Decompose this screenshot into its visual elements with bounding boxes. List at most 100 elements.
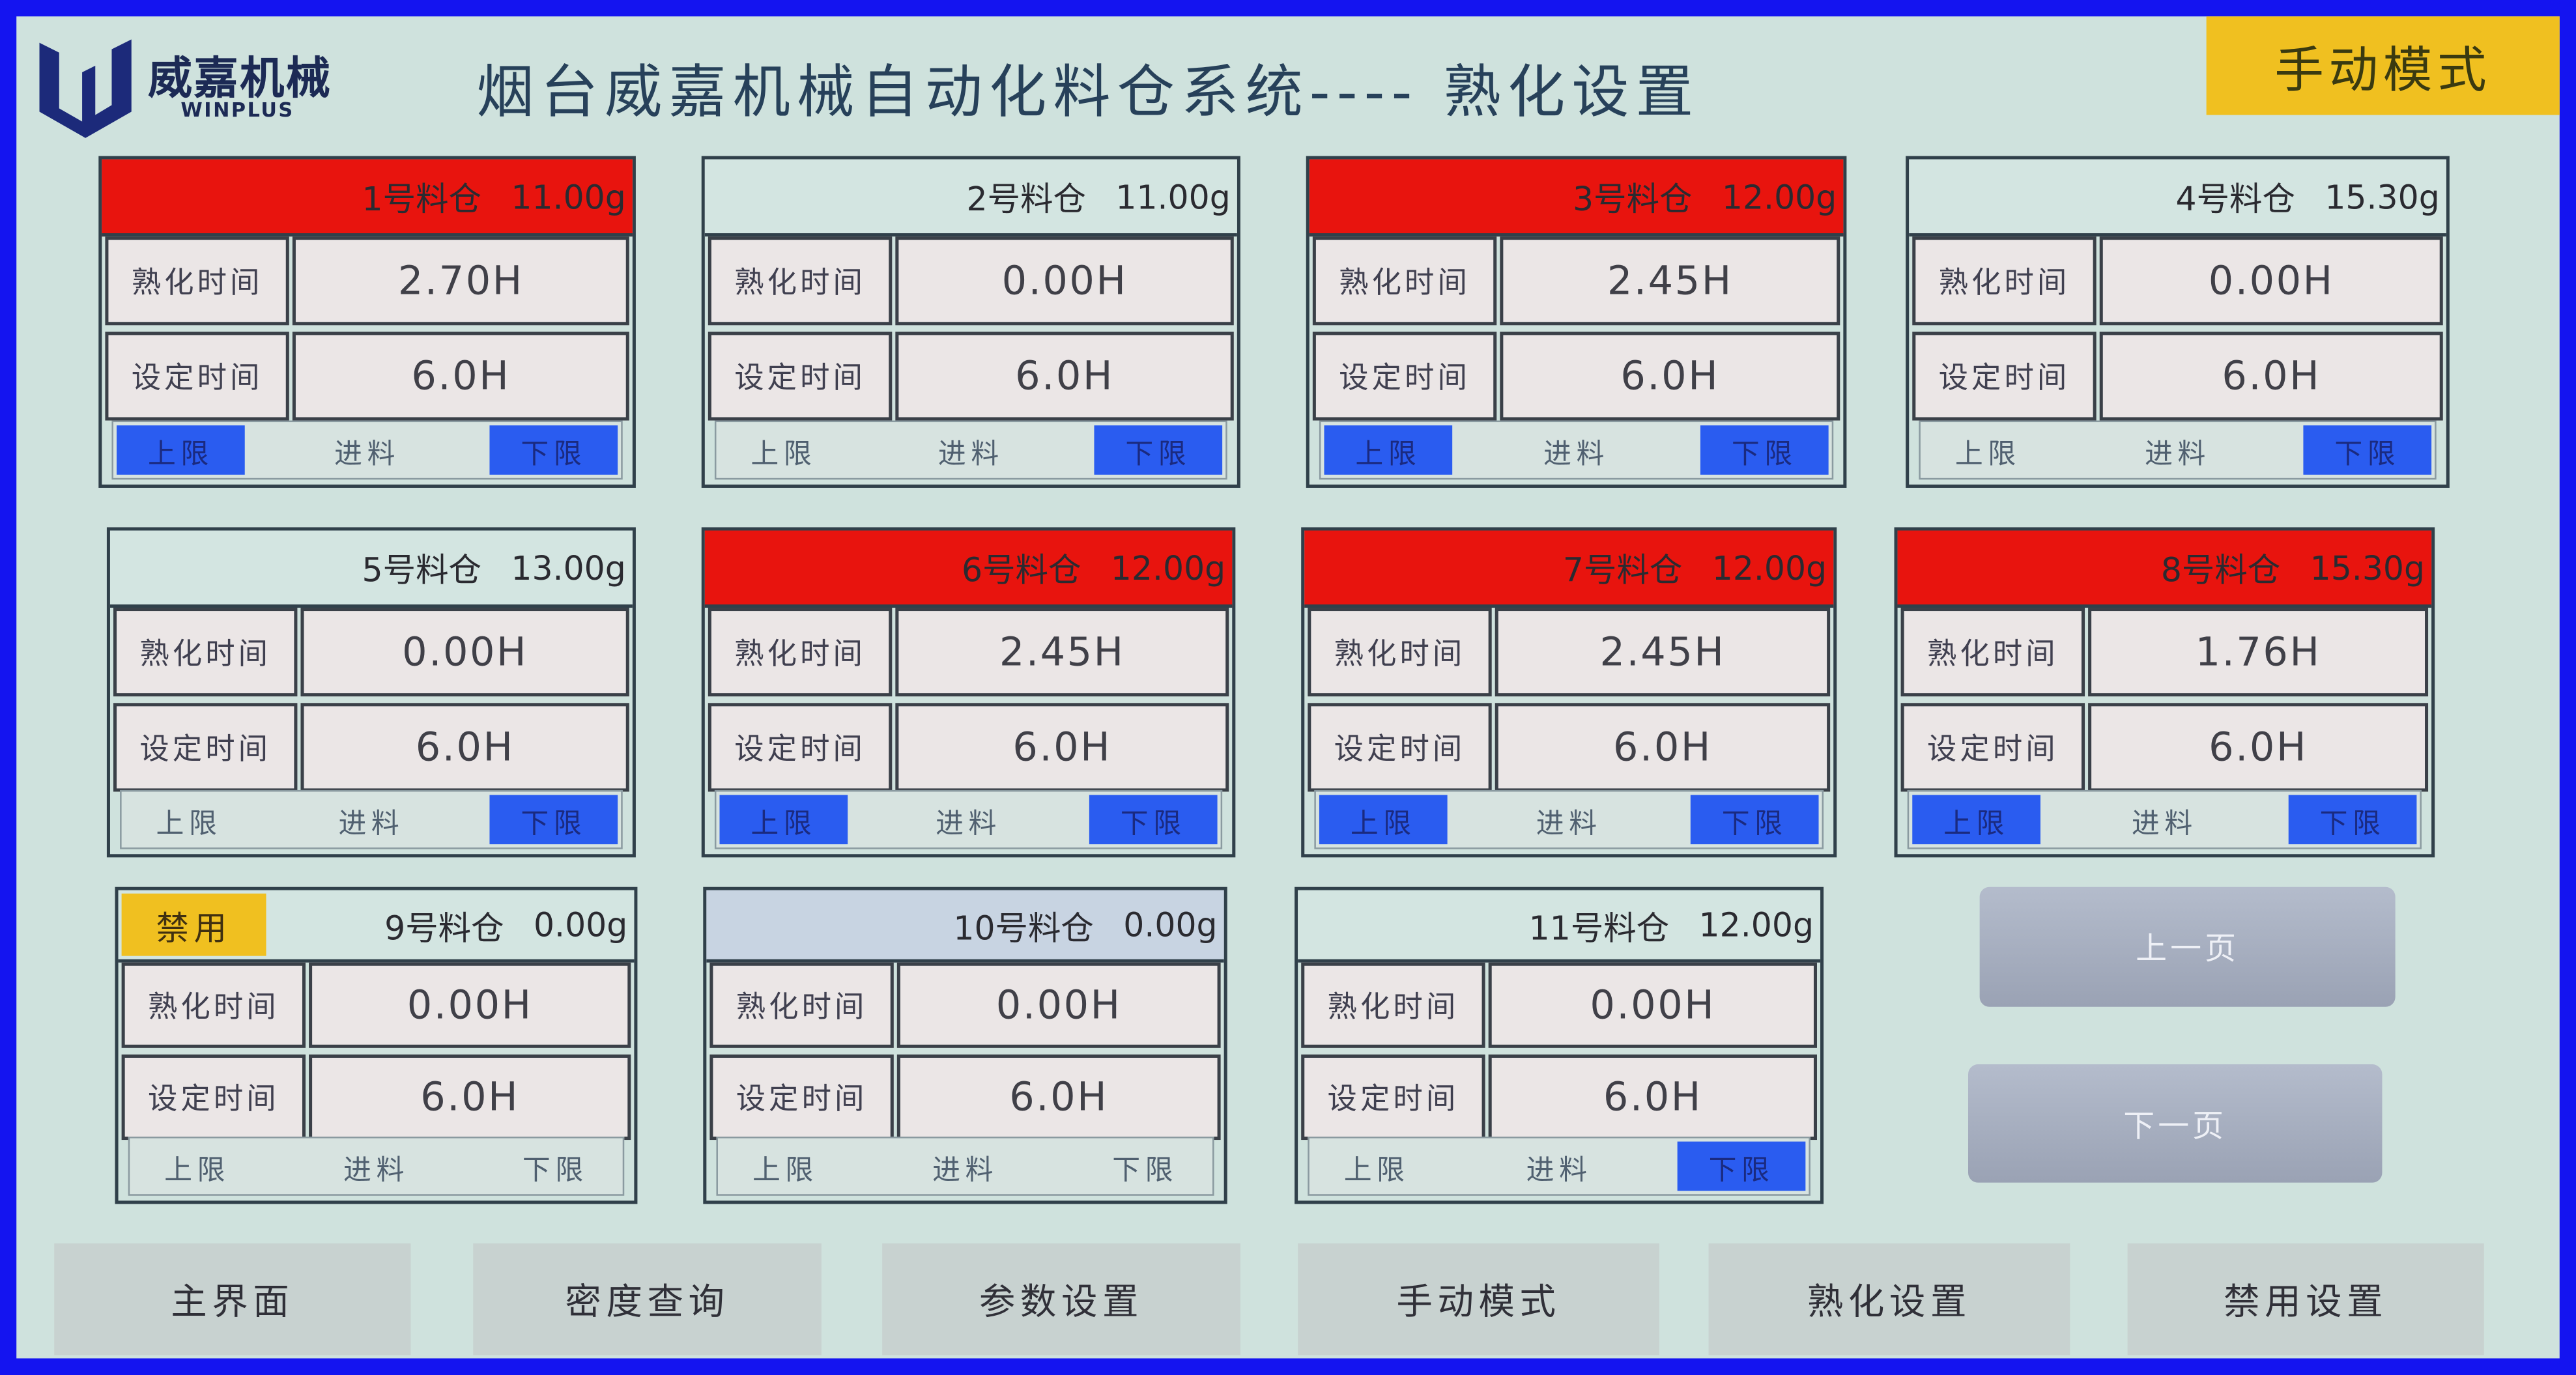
aging-time-row: 熟化时间 0.00H [1298,959,1820,1051]
aging-time-row: 熟化时间 2.45H [705,604,1232,700]
feed-indicator: 进料 [937,438,1004,471]
set-time-input[interactable]: 6.0H [309,1054,631,1141]
bin-name: 4号料仓 [2175,178,2295,219]
aging-time-label: 熟化时间 [113,608,298,697]
bin-card: 6号料仓 12.00g 熟化时间 2.45H 设定时间 6.0H 上限 进料 下… [701,527,1236,858]
aging-time-label: 熟化时间 [1308,608,1492,697]
nav-button[interactable]: 主界面 [54,1243,411,1355]
set-time-input[interactable]: 6.0H [895,703,1229,792]
lower-limit-indicator: 下限 [1677,1141,1806,1191]
bin-weight: 12.00g [1110,547,1226,588]
sensor-indicators: 上限 进料 下限 [714,420,1227,480]
set-time-label: 设定时间 [1312,332,1497,421]
set-time-input[interactable]: 6.0H [1500,332,1840,421]
upper-limit-indicator: 上限 [1954,438,2021,471]
bin-card: 1号料仓 11.00g 熟化时间 2.70H 设定时间 6.0H 上限 进料 下… [98,156,636,488]
bin-weight: 13.00g [511,547,626,588]
feed-indicator: 进料 [338,807,405,840]
lower-limit-indicator: 下限 [1700,425,1829,475]
aging-time-row: 熟化时间 0.00H [119,959,635,1051]
bin-card: 5号料仓 13.00g 熟化时间 0.00H 设定时间 6.0H 上限 进料 下… [106,527,636,858]
bin-weight: 15.30g [2325,177,2440,216]
aging-time-value: 0.00H [309,962,631,1048]
bin-card: 4号料仓 15.30g 熟化时间 0.00H 设定时间 6.0H 上限 进料 下… [1906,156,2450,488]
aging-time-value: 1.76H [2088,608,2429,697]
aging-time-label: 熟化时间 [1912,236,2097,326]
upper-limit-indicator: 上限 [1324,425,1453,475]
set-time-label: 设定时间 [709,1054,894,1141]
upper-limit-indicator: 上限 [1319,795,1448,845]
aging-time-row: 熟化时间 0.00H [706,959,1224,1051]
nav-button[interactable]: 禁用设置 [2127,1243,2484,1355]
sensor-indicators: 上限 进料 下限 [714,789,1223,849]
bin-name: 5号料仓 [362,550,481,590]
set-time-input[interactable]: 6.0H [896,1054,1221,1141]
lower-limit-indicator: 下限 [2303,425,2432,475]
bin-card: 8号料仓 15.30g 熟化时间 1.76H 设定时间 6.0H 上限 进料 下… [1894,527,2435,858]
lower-limit-indicator: 下限 [1094,425,1223,475]
bin-header: 7号料仓 12.00g [1304,530,1834,608]
aging-time-value: 2.45H [1495,608,1831,697]
sensor-indicators: 上限 进料 下限 [1314,789,1824,849]
aging-time-label: 熟化时间 [708,608,893,697]
lower-limit-indicator: 下限 [522,1154,588,1187]
set-time-input[interactable]: 6.0H [1495,703,1831,792]
bin-card: 11号料仓 12.00g 熟化时间 0.00H 设定时间 6.0H 上限 进料 … [1295,886,1824,1204]
nav-button[interactable]: 手动模式 [1298,1243,1659,1355]
nav-button[interactable]: 密度查询 [473,1243,822,1355]
set-time-label: 设定时间 [121,1054,306,1141]
next-page-button[interactable]: 下一页 [1968,1064,2383,1183]
set-time-input[interactable]: 6.0H [2088,703,2429,792]
bin-header: 3号料仓 12.00g [1309,159,1844,237]
bin-name: 2号料仓 [966,178,1086,219]
aging-time-label: 熟化时间 [708,236,893,326]
set-time-row: 设定时间 6.0H [1304,700,1833,795]
feed-indicator: 进料 [1543,438,1610,471]
bin-weight: 15.30g [2310,547,2426,588]
set-time-input[interactable]: 6.0H [292,332,629,421]
bin-header: 5号料仓 13.00g [109,530,633,608]
bin-weight: 0.00g [533,905,628,944]
set-time-input[interactable]: 6.0H [895,332,1234,421]
nav-button[interactable]: 熟化设置 [1708,1243,2070,1355]
sensor-indicators: 上限 进料 下限 [111,420,623,480]
bin-weight: 0.00g [1123,905,1218,944]
sensor-indicators: 上限 进料 下限 [1319,420,1834,480]
bin-weight: 11.00g [511,177,626,216]
nav-button[interactable]: 参数设置 [882,1243,1240,1355]
bin-header: 6号料仓 12.00g [704,530,1233,608]
bin-name: 1号料仓 [362,178,481,219]
lower-limit-indicator: 下限 [2288,795,2417,845]
set-time-label: 设定时间 [1912,332,2097,421]
bin-name: 3号料仓 [1573,178,1693,219]
prev-page-button[interactable]: 上一页 [1979,886,2396,1007]
bin-card: 3号料仓 12.00g 熟化时间 2.45H 设定时间 6.0H 上限 进料 下… [1306,156,1847,488]
mode-badge[interactable]: 手动模式 [2206,16,2560,115]
aging-time-label: 熟化时间 [121,962,306,1048]
bin-header: 1号料仓 11.00g [102,159,633,237]
aging-time-value: 2.45H [1500,236,1840,326]
set-time-label: 设定时间 [1900,703,2085,792]
aging-time-value: 0.00H [895,236,1234,326]
lower-limit-indicator: 下限 [1112,1154,1179,1187]
set-time-input[interactable]: 6.0H [300,703,629,792]
set-time-label: 设定时间 [708,703,893,792]
set-time-input[interactable]: 6.0H [1488,1054,1817,1141]
aging-time-value: 0.00H [1488,962,1817,1048]
bin-card: 7号料仓 12.00g 熟化时间 2.45H 设定时间 6.0H 上限 进料 下… [1301,527,1837,858]
set-time-input[interactable]: 6.0H [2099,332,2443,421]
aging-time-row: 熟化时间 0.00H [705,233,1237,328]
sensor-indicators: 上限 进料 下限 [1907,789,2422,849]
sensor-indicators: 上限 进料 下限 [1919,420,2437,480]
aging-time-label: 熟化时间 [105,236,289,326]
logo-shield-icon [39,39,132,138]
aging-time-value: 0.00H [2099,236,2443,326]
bin-name: 6号料仓 [961,550,1081,590]
feed-indicator: 进料 [1526,1154,1592,1187]
winplus-logo: 威嘉机械 WINPLUS [36,36,389,138]
feed-indicator: 进料 [343,1154,409,1187]
hmi-screen: 威嘉机械 WINPLUS 烟台威嘉机械自动化料仓系统---- 熟化设置 手动模式… [16,16,2560,1359]
bin-name: 7号料仓 [1562,550,1683,590]
bin-weight: 11.00g [1115,177,1231,216]
